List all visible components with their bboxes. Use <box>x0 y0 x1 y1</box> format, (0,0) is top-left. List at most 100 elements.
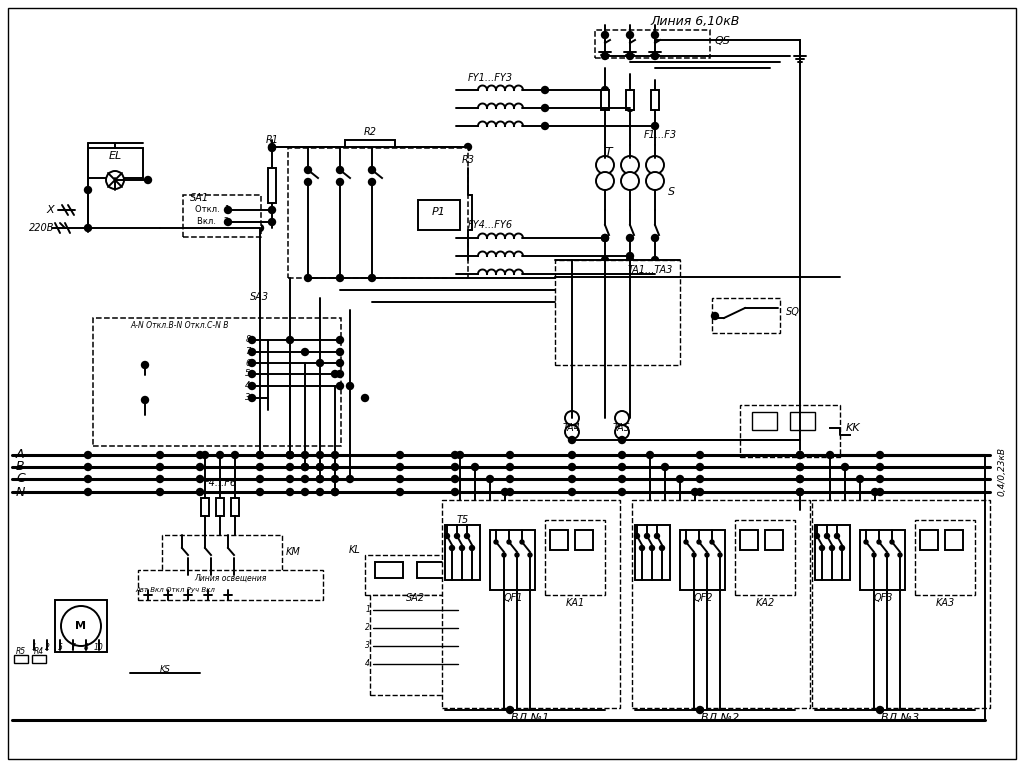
Circle shape <box>696 452 703 459</box>
Bar <box>635 525 670 580</box>
Bar <box>216 498 224 516</box>
Circle shape <box>369 166 376 173</box>
Bar <box>55 600 106 652</box>
Circle shape <box>224 206 231 213</box>
Text: SA3: SA3 <box>251 292 269 302</box>
Text: SQ: SQ <box>786 307 800 317</box>
Circle shape <box>452 463 459 470</box>
Circle shape <box>85 225 91 232</box>
Circle shape <box>651 235 658 242</box>
Circle shape <box>659 545 665 551</box>
Circle shape <box>627 31 634 38</box>
Bar <box>162 535 282 575</box>
Text: 8: 8 <box>246 335 251 344</box>
Circle shape <box>646 156 664 174</box>
Circle shape <box>507 452 513 459</box>
Circle shape <box>542 104 549 111</box>
Circle shape <box>249 337 256 344</box>
Bar <box>752 412 777 430</box>
Circle shape <box>542 123 549 130</box>
Text: QF1: QF1 <box>503 593 522 603</box>
Text: P1: P1 <box>432 207 445 217</box>
Bar <box>680 530 725 590</box>
Circle shape <box>316 463 324 470</box>
Text: 0,4/0,23кВ: 0,4/0,23кВ <box>998 447 1007 496</box>
Circle shape <box>465 143 471 150</box>
Bar <box>601 90 609 110</box>
Text: ВЛ №2: ВЛ №2 <box>700 713 739 723</box>
Text: R3: R3 <box>462 155 474 165</box>
Circle shape <box>515 553 519 557</box>
Bar <box>740 405 840 457</box>
Text: M: M <box>76 621 86 631</box>
Circle shape <box>287 337 294 344</box>
Circle shape <box>877 463 884 470</box>
Bar <box>418 200 460 230</box>
Circle shape <box>596 156 614 174</box>
Circle shape <box>640 545 644 551</box>
Bar <box>231 498 239 516</box>
Circle shape <box>494 540 498 544</box>
Circle shape <box>144 176 152 183</box>
Circle shape <box>615 425 629 439</box>
Circle shape <box>718 553 722 557</box>
Text: R4: R4 <box>34 647 44 656</box>
Circle shape <box>565 425 579 439</box>
Circle shape <box>797 452 804 459</box>
Bar <box>632 500 810 708</box>
Circle shape <box>651 31 658 38</box>
Circle shape <box>332 489 339 495</box>
Circle shape <box>332 489 339 495</box>
Text: F4...F6: F4...F6 <box>204 478 237 488</box>
Text: R5: R5 <box>16 647 26 656</box>
Text: Линия освещения: Линия освещения <box>194 574 266 582</box>
Circle shape <box>486 476 494 482</box>
Circle shape <box>568 489 575 495</box>
Circle shape <box>696 476 703 482</box>
Circle shape <box>872 553 876 557</box>
Bar <box>288 148 468 278</box>
Text: Т5: Т5 <box>457 515 469 525</box>
Circle shape <box>712 312 719 320</box>
Text: QF3: QF3 <box>873 593 893 603</box>
Circle shape <box>316 360 324 367</box>
Text: T: T <box>604 146 611 159</box>
Circle shape <box>249 394 256 401</box>
Text: 4: 4 <box>366 660 370 669</box>
Circle shape <box>824 534 829 538</box>
Bar <box>712 298 780 333</box>
Circle shape <box>460 545 465 551</box>
Circle shape <box>696 489 703 495</box>
Circle shape <box>452 489 459 495</box>
Circle shape <box>871 489 879 495</box>
Text: TA1...TA3: TA1...TA3 <box>628 265 673 275</box>
Circle shape <box>268 219 275 225</box>
Circle shape <box>842 463 849 470</box>
Circle shape <box>797 489 804 495</box>
Circle shape <box>829 545 835 551</box>
Text: 2: 2 <box>45 644 49 653</box>
Circle shape <box>231 452 239 459</box>
Bar <box>550 530 568 550</box>
Circle shape <box>268 143 275 150</box>
Circle shape <box>890 540 894 544</box>
Circle shape <box>157 489 164 495</box>
Circle shape <box>542 87 549 94</box>
Text: 3: 3 <box>246 393 251 403</box>
Circle shape <box>316 476 324 482</box>
Circle shape <box>864 540 868 544</box>
Circle shape <box>621 172 639 190</box>
Circle shape <box>337 360 343 367</box>
Circle shape <box>654 534 659 538</box>
Text: FY1...FY3: FY1...FY3 <box>467 73 513 83</box>
Text: 5: 5 <box>57 644 62 653</box>
Circle shape <box>502 489 509 495</box>
Circle shape <box>85 463 91 470</box>
Circle shape <box>141 361 148 368</box>
Bar <box>445 525 480 580</box>
Circle shape <box>601 31 608 38</box>
Bar <box>138 570 323 600</box>
Circle shape <box>444 534 450 538</box>
Circle shape <box>249 360 256 367</box>
Text: S: S <box>669 187 676 197</box>
